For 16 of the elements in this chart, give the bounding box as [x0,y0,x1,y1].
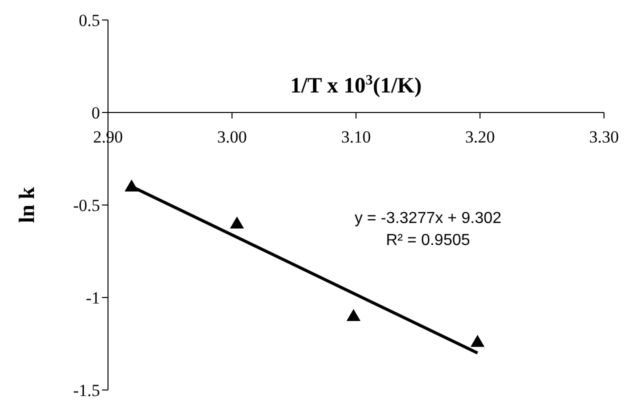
point [230,216,244,228]
y-tick-label: 0.5 [78,11,100,30]
x-tick-label: 3.10 [341,128,371,146]
equation-text: y = -3.3277x + 9.302 R² = 0.9505 [354,209,502,251]
y-tick-label: 0 [92,104,100,123]
x-tick-label: 3.00 [217,128,247,146]
y-axis-title: ln k [14,186,39,224]
point [470,334,485,347]
y-tick-label: -1.5 [73,381,100,400]
x-axis-title: 1/T x 10$^{3}$(1/K) [290,72,422,98]
x-tick-label: 3.20 [465,128,495,146]
y-tick-label: -1 [86,288,100,308]
x-tick-label: 3.30 [589,128,619,146]
y-tick-label: -0.5 [73,196,100,216]
point [124,180,139,192]
point [346,309,361,321]
